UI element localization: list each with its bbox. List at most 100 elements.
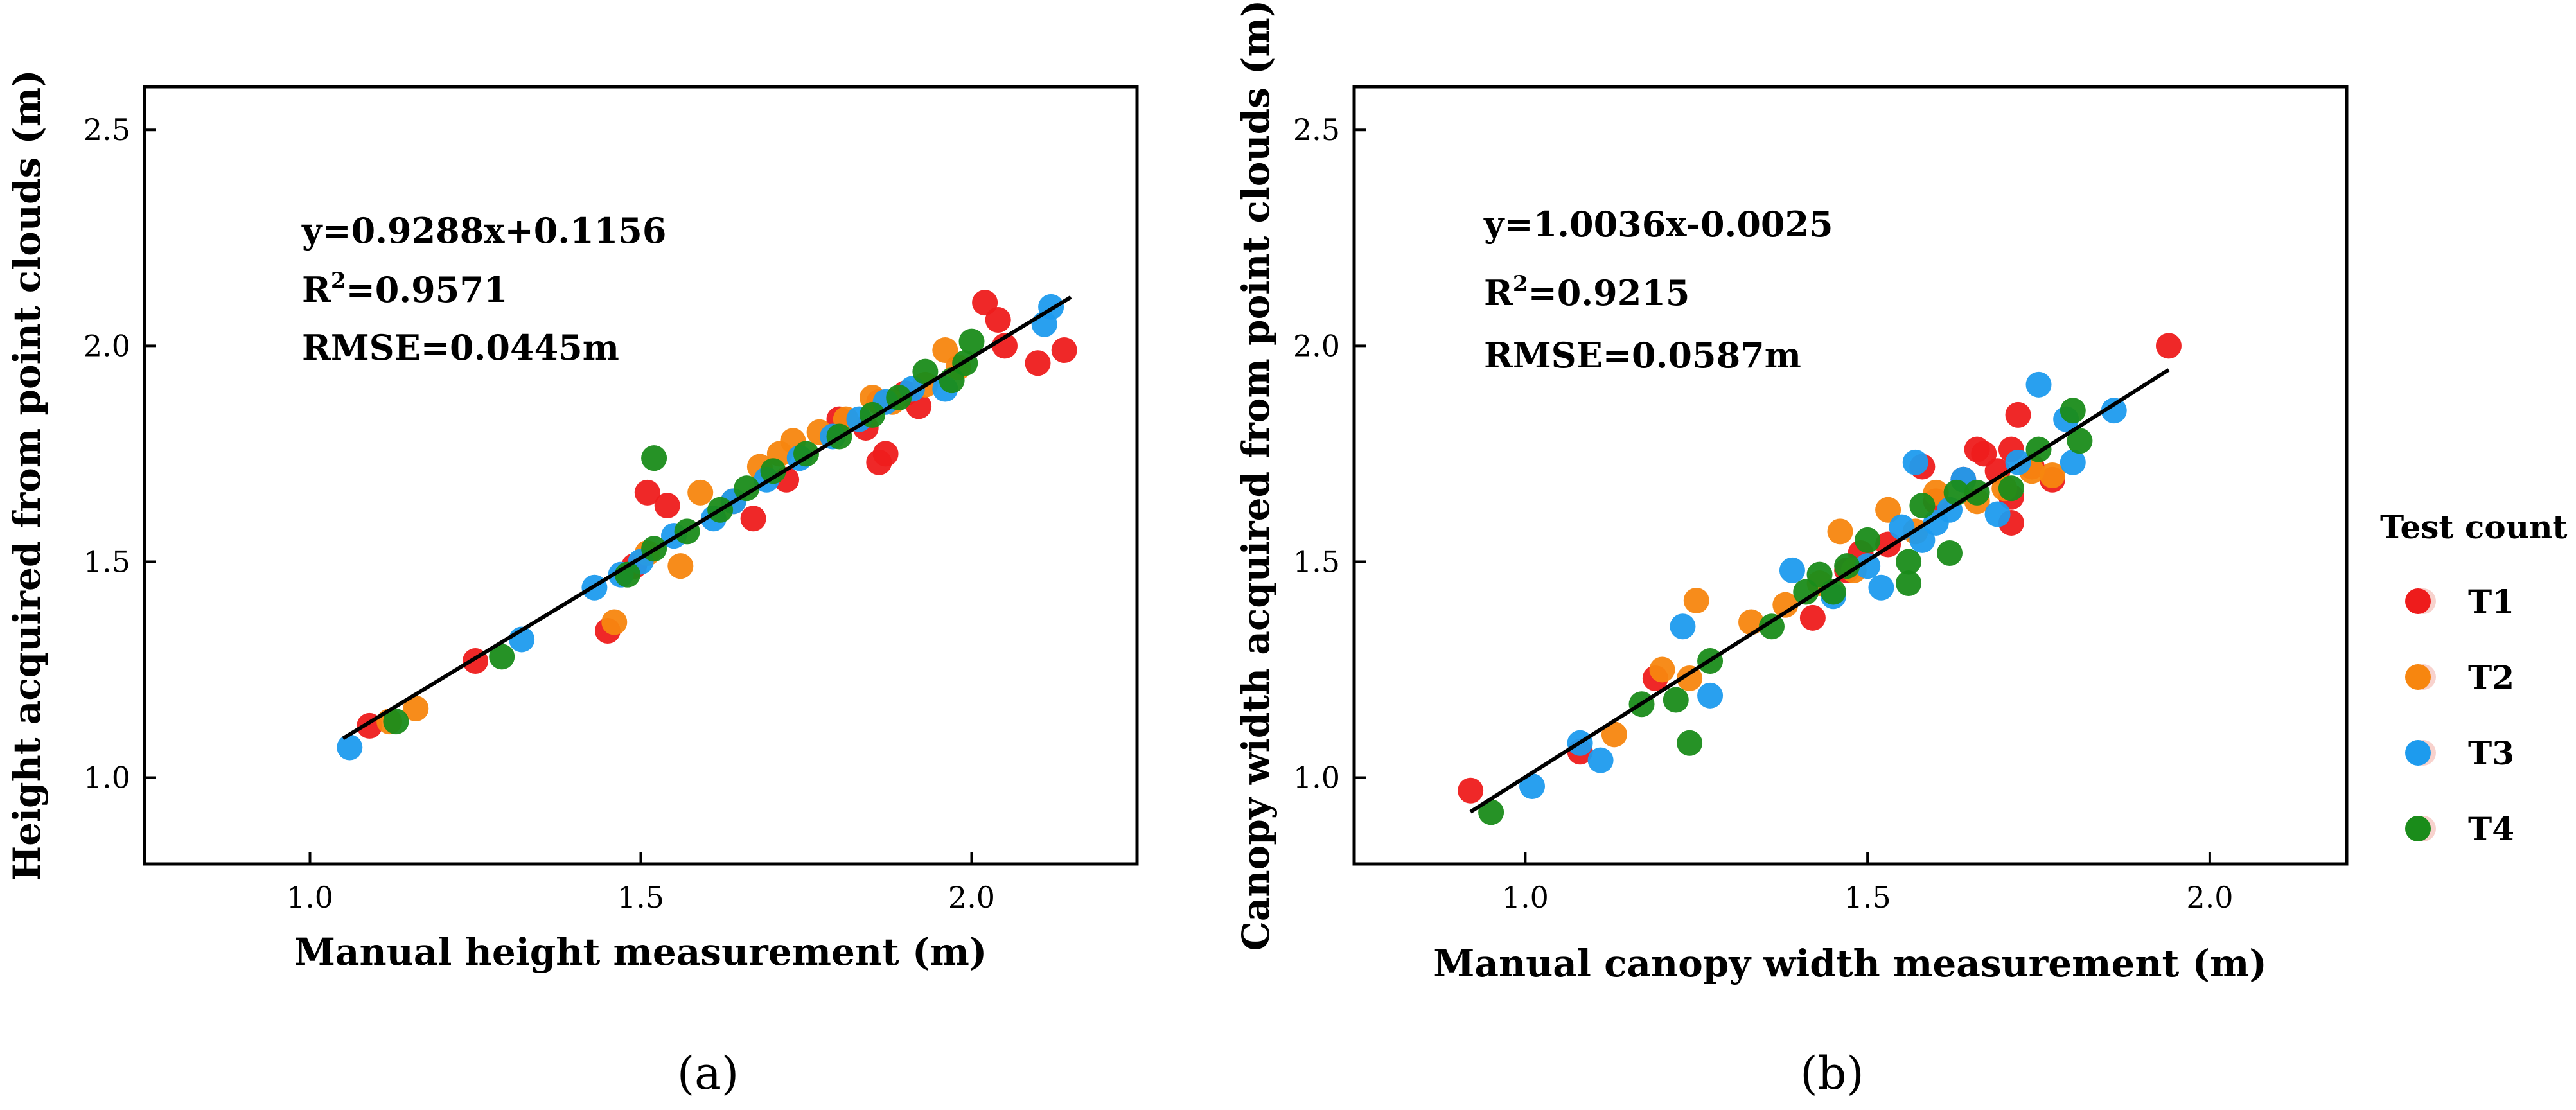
point-t4 (1896, 570, 1922, 597)
point-t4 (1758, 613, 1785, 640)
y-tick-label: 2.5 (84, 112, 130, 147)
xlabel-a: Manual height measurement (m) (294, 930, 987, 974)
ticks-a: 1.0 1.5 2.0 1.0 1.5 2.0 2.5 (84, 112, 995, 915)
point-t2 (1601, 721, 1627, 748)
point-t3 (2025, 371, 2052, 398)
point-t3 (1868, 574, 1894, 601)
point-t3 (1902, 449, 1928, 475)
xlabel-b: Manual canopy width measurement (m) (1433, 942, 2267, 985)
point-t2 (687, 479, 714, 506)
x-tick-label: 1.0 (1502, 880, 1549, 915)
point-t4 (958, 328, 985, 355)
point-t1 (1025, 350, 1051, 376)
point-t3 (1670, 613, 1696, 640)
ylabel-b: Canopy width acquired from point clouds … (1234, 0, 1278, 951)
y-tick-label: 2.0 (1293, 328, 1340, 363)
x-tick-label: 1.0 (287, 880, 333, 915)
fit-line-a (342, 295, 1072, 741)
point-t1 (654, 493, 680, 519)
x-tick-label: 1.5 (617, 880, 664, 915)
point-t2 (1875, 497, 1901, 523)
point-t1 (1458, 777, 1484, 804)
caption-b: (b) (1800, 1047, 1864, 1100)
y-tick-label: 1.0 (84, 761, 130, 795)
legend-label: T2 (2468, 658, 2514, 696)
point-t4 (1896, 549, 1922, 575)
point-t4 (1677, 730, 1703, 756)
r2-b: R2=0.9215 (1484, 271, 1689, 313)
point-t1 (740, 506, 766, 532)
point-t3 (1697, 682, 1724, 709)
point-t1 (1971, 441, 1997, 467)
point-t1 (1799, 604, 1826, 631)
rmse-a: RMSE=0.0445m (302, 327, 619, 368)
legend-item-t4: T4 (2405, 810, 2514, 848)
point-t1 (972, 290, 998, 316)
caption-a: (a) (677, 1047, 739, 1100)
point-t4 (383, 709, 409, 735)
point-t3 (1519, 773, 1546, 799)
y-tick-label: 2.5 (1293, 112, 1340, 147)
legend-marker (2405, 588, 2431, 614)
legend-items: T1 T2 T3 T4 (2405, 583, 2514, 848)
point-t3 (1909, 527, 1936, 553)
point-t4 (1937, 540, 1963, 566)
legend-label: T4 (2468, 810, 2514, 848)
point-t3 (1855, 553, 1881, 579)
point-t3 (1587, 747, 1614, 773)
y-tick-label: 1.5 (1293, 544, 1340, 579)
point-t4 (1663, 687, 1689, 713)
panel-b: 1.0 1.5 2.0 1.0 1.5 2.0 2.5 y=1.0036x-0.0025 R… (1234, 0, 2349, 1100)
y-tick-label: 2.0 (84, 328, 130, 363)
point-t2 (1683, 587, 1709, 613)
point-t4 (1478, 799, 1504, 825)
point-t2 (1649, 656, 1675, 683)
point-t4 (1834, 553, 1860, 579)
point-t1 (634, 479, 660, 506)
point-t3 (337, 734, 363, 761)
point-t4 (760, 458, 786, 484)
point-t4 (1793, 579, 1819, 605)
x-tick-label: 2.0 (2186, 880, 2233, 915)
ticks-b: 1.0 1.5 2.0 1.0 1.5 2.0 2.5 (1293, 112, 2234, 915)
legend-item-t1: T1 (2405, 583, 2514, 621)
point-t1 (2155, 333, 2182, 359)
x-tick-label: 1.5 (1844, 880, 1891, 915)
legend-label: T1 (2468, 583, 2514, 621)
point-t4 (1998, 475, 2024, 502)
point-t1 (1051, 337, 1077, 364)
legend-title: Test count (2380, 508, 2568, 546)
legend-marker (2405, 664, 2431, 690)
y-tick-label: 1.0 (1293, 761, 1340, 795)
plot-frame-a (143, 85, 1139, 866)
point-t3 (1779, 557, 1805, 583)
legend-marker (2405, 816, 2431, 841)
x-tick-label: 2.0 (948, 880, 995, 915)
legend-item-t3: T3 (2405, 734, 2514, 772)
y-tick-label: 1.5 (84, 544, 130, 579)
point-t1 (866, 449, 892, 475)
point-t3 (1984, 501, 2011, 527)
point-t2 (1827, 518, 1853, 545)
point-t2 (2039, 463, 2065, 488)
legend-marker (2405, 740, 2431, 766)
r2-a: R2=0.9571 (302, 268, 507, 310)
plot-frame-b (1352, 85, 2349, 866)
point-t4 (1806, 561, 1833, 588)
point-t4 (2067, 428, 2093, 454)
point-t2 (1772, 592, 1799, 618)
point-t2 (1677, 665, 1703, 691)
equation-a: y=0.9288x+0.1156 (301, 210, 666, 251)
point-t4 (2060, 398, 2086, 424)
ylabel-a: Height acquired from point clouds (m) (5, 69, 49, 881)
point-t4 (912, 358, 939, 385)
point-t2 (403, 696, 429, 721)
fit-line-b (1469, 368, 2170, 814)
equation-b: y=1.0036x-0.0025 (1483, 204, 1833, 245)
panel-a: 1.0 1.5 2.0 1.0 1.5 2.0 2.5 y=0.9288x+0.1156 R… (5, 69, 1139, 1100)
point-t4 (1855, 527, 1881, 553)
point-t4 (641, 445, 667, 471)
point-t2 (601, 609, 628, 635)
rmse-b: RMSE=0.0587m (1484, 335, 1801, 376)
